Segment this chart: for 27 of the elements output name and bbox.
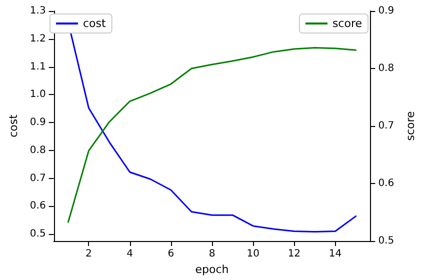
y-tick-label: 1.1 xyxy=(30,61,46,72)
y-tick-label: 0.6 xyxy=(30,200,46,212)
x-tick-label: 6 xyxy=(168,248,174,260)
x-tick-label: 8 xyxy=(208,248,216,260)
x-tick-label: 10 xyxy=(246,248,260,260)
legend-label: cost xyxy=(83,17,107,30)
x-tick-label: 14 xyxy=(328,248,342,260)
y2-tick-label: 0.8 xyxy=(378,63,394,74)
y-tick-label: 1.3 xyxy=(30,6,46,16)
y2-axis-title: score xyxy=(404,110,417,141)
x-tick-label: 12 xyxy=(288,248,301,260)
y2-tick-label: 0.7 xyxy=(378,120,394,132)
y2-tick-label: 0.9 xyxy=(378,6,394,16)
line-series xyxy=(67,47,357,223)
y-tick-label: 0.9 xyxy=(30,117,46,128)
y2-tick-label: 0.5 xyxy=(378,236,394,246)
y2-tick-label: 0.6 xyxy=(378,178,394,189)
y-axis-title: cost xyxy=(7,114,20,138)
legend-label: score xyxy=(332,17,362,30)
y-tick-label: 0.7 xyxy=(30,172,46,184)
x-axis-title: epoch xyxy=(195,262,229,276)
y-tick-label: 0.5 xyxy=(30,228,46,240)
x-tick-label: 4 xyxy=(126,248,134,260)
y-tick-label: 1.2 xyxy=(30,33,46,44)
y-tick-label: 1.0 xyxy=(30,89,46,100)
x-tick-label: 2 xyxy=(86,248,92,260)
y-tick-label: 0.8 xyxy=(30,144,46,156)
